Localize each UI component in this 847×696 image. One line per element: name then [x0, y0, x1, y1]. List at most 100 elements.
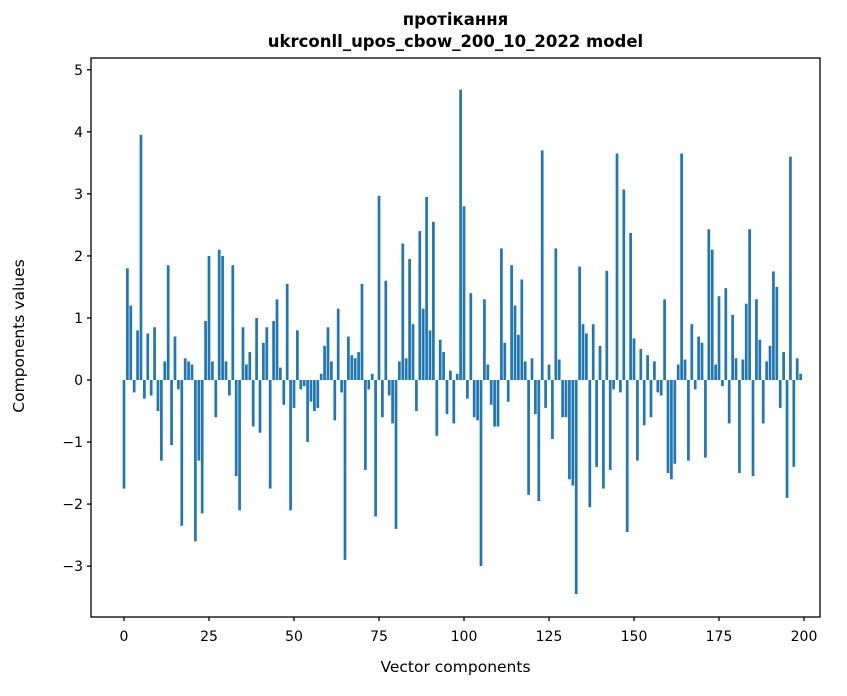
bar [459, 89, 462, 380]
x-tick-label: 0 [120, 629, 129, 645]
bar [418, 231, 422, 380]
plot-spines [90, 57, 821, 618]
bar [316, 380, 320, 408]
bar [622, 189, 626, 380]
y-tick-label: −2 [62, 497, 83, 513]
bar [285, 283, 289, 380]
bar [336, 308, 340, 380]
bar [299, 380, 303, 390]
bar [143, 380, 146, 399]
bar [411, 324, 415, 380]
x-tick-label: 50 [285, 629, 303, 645]
chart-title-line1: протікання [402, 10, 509, 29]
bar [591, 324, 595, 380]
bar [156, 380, 160, 412]
bar [530, 358, 534, 380]
bar [340, 380, 343, 393]
bar [615, 153, 619, 380]
bar [775, 286, 779, 380]
x-tick-label: 175 [706, 629, 733, 645]
bar [646, 355, 649, 380]
bar [180, 380, 184, 526]
x-axis-label: Vector components [380, 658, 531, 676]
bar [228, 380, 231, 396]
bar [785, 380, 789, 498]
bar [258, 380, 262, 433]
bar [608, 380, 612, 470]
bar [194, 380, 197, 542]
bar [768, 345, 772, 380]
chart-title: протікання ukrconll_upos_cbow_200_10_202… [91, 9, 820, 53]
bar [704, 380, 707, 458]
bar [748, 229, 751, 380]
bar [629, 232, 632, 380]
bar [751, 380, 755, 477]
bar [466, 380, 469, 399]
x-tick-label: 125 [536, 629, 563, 645]
bar [214, 380, 218, 418]
bar [387, 380, 391, 396]
bar [765, 361, 768, 380]
bar [486, 364, 490, 380]
bar [391, 380, 394, 424]
y-tick-label: 2 [74, 249, 83, 265]
bar [693, 380, 697, 390]
bar [313, 380, 316, 412]
bar [734, 358, 738, 380]
bar [510, 265, 513, 380]
bar [217, 249, 221, 380]
bar [741, 359, 745, 380]
bar [425, 196, 428, 380]
bar [605, 270, 609, 380]
bar [326, 327, 330, 380]
bar [636, 380, 639, 461]
bar [428, 330, 432, 380]
bar [595, 380, 598, 467]
bar [357, 352, 360, 380]
bar [415, 380, 418, 412]
bar [248, 352, 252, 380]
bar [292, 380, 296, 408]
bar [323, 345, 326, 380]
bar [789, 156, 792, 380]
bar [442, 352, 445, 380]
bar [707, 229, 711, 380]
bar [574, 380, 578, 595]
bar [761, 380, 765, 424]
bar [306, 380, 309, 443]
bar [204, 321, 207, 380]
chart-title-line2: ukrconll_upos_cbow_200_10_2022 model [267, 32, 644, 51]
bar [445, 380, 449, 415]
bar [438, 339, 442, 380]
bar [289, 380, 292, 511]
bar [513, 305, 517, 380]
bar [462, 206, 466, 380]
bar [408, 259, 411, 380]
bar [755, 299, 758, 380]
bar [149, 380, 153, 396]
bar [717, 296, 721, 380]
bar [190, 364, 194, 380]
bar [231, 265, 235, 380]
bar [343, 380, 347, 560]
bar [330, 361, 333, 380]
bar [353, 358, 357, 380]
bar [700, 342, 704, 380]
bar [710, 249, 714, 380]
bar [177, 380, 180, 390]
bar [394, 380, 398, 529]
bar [381, 380, 384, 418]
bar [690, 324, 694, 380]
bar [377, 195, 381, 380]
bar [126, 268, 129, 380]
bar [241, 327, 245, 380]
bar [602, 380, 605, 489]
bar [163, 361, 167, 380]
bar [401, 243, 405, 380]
bar [523, 361, 527, 380]
bar [432, 221, 435, 380]
bar [547, 364, 551, 380]
bar [183, 358, 187, 380]
x-tick-label: 75 [370, 629, 388, 645]
